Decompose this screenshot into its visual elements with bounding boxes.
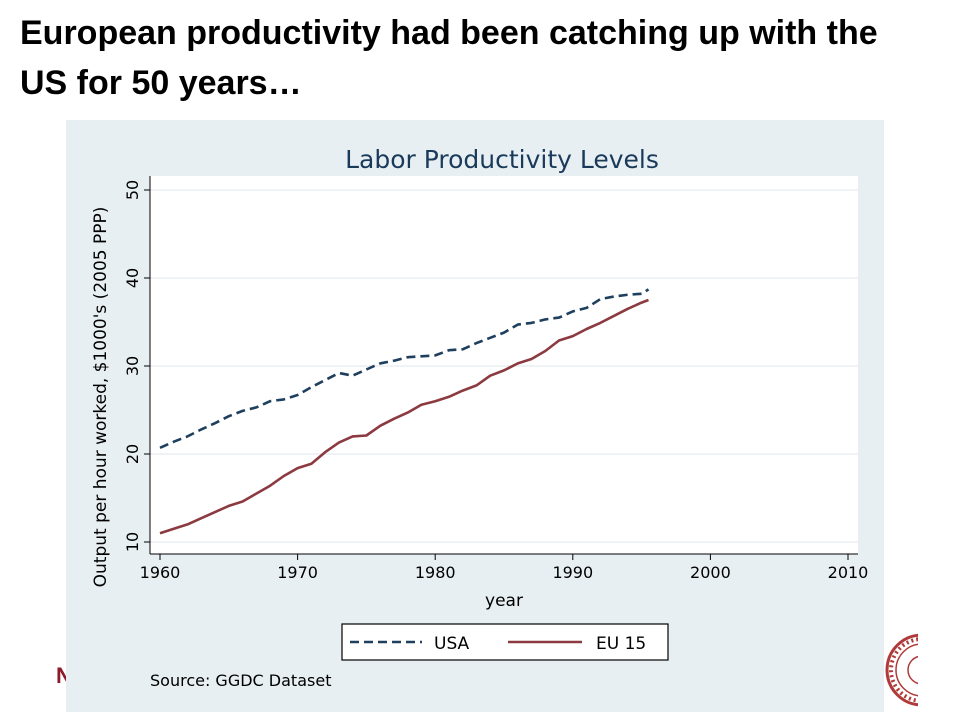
legend-label-usa: USA — [434, 634, 470, 654]
university-seal — [884, 632, 918, 708]
x-tick-label-1960: 1960 — [140, 563, 181, 582]
x-axis-label: year — [485, 591, 523, 611]
slide-title: European productivity had been catching … — [20, 14, 878, 102]
x-tick-label-2000: 2000 — [690, 563, 731, 582]
grid-lines — [150, 189, 858, 543]
productivity-chart: Labor Productivity Levels 10 20 30 40 50 1960… — [91, 145, 868, 690]
legend: USA EU 15 — [341, 623, 669, 661]
axes: 10 20 30 40 50 1960 1970 1980 1990 2000 2010 — [123, 176, 868, 582]
series-line-eu15 — [159, 298, 649, 535]
x-tick-label-1980: 1980 — [415, 563, 456, 582]
legend-label-eu15: EU 15 — [596, 634, 646, 654]
y-tick-label-50: 50 — [123, 180, 142, 200]
y-axis-label: Output per hour worked, $1000's (2005 PP… — [91, 207, 111, 588]
chart-panel: Labor Productivity Levels 10 20 30 40 50 1960… — [66, 120, 884, 712]
seal-icon — [885, 633, 918, 707]
series-lines — [159, 288, 650, 535]
y-tick-label-40: 40 — [123, 268, 142, 288]
chart-title: Labor Productivity Levels — [345, 145, 659, 174]
x-tick-label-2010: 2010 — [828, 563, 869, 582]
y-tick-label-20: 20 — [123, 444, 142, 464]
source-note: Source: GGDC Dataset — [150, 671, 331, 690]
logo-letter: N — [56, 664, 66, 688]
x-tick-label-1970: 1970 — [277, 563, 318, 582]
series-line-usa — [159, 288, 650, 449]
plot-area — [150, 176, 858, 554]
y-tick-label-30: 30 — [123, 356, 142, 376]
x-tick-label-1990: 1990 — [552, 563, 593, 582]
y-tick-label-10: 10 — [123, 532, 142, 552]
